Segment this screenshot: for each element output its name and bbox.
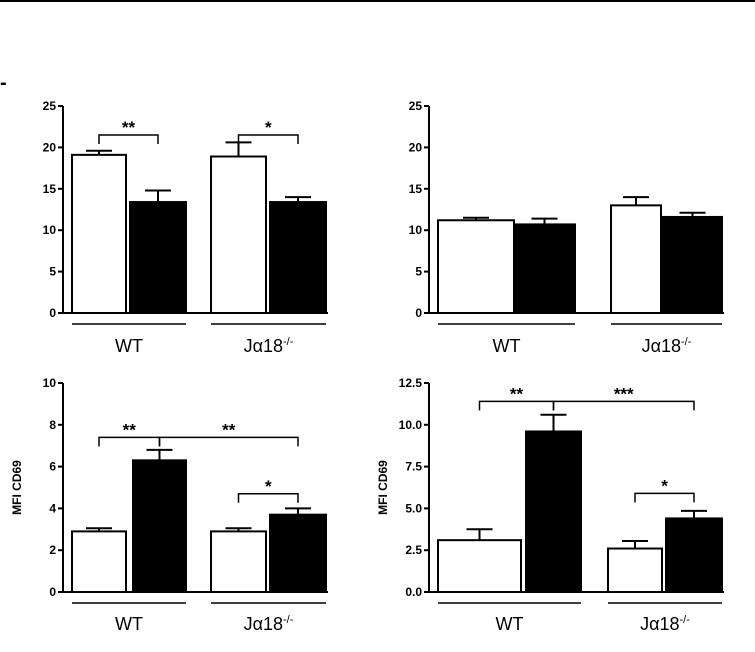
group-label-main: Jα18: [244, 614, 283, 634]
group-label-main: Jα18: [642, 336, 681, 356]
y-tick-label: 20: [43, 140, 57, 154]
group-label: Jα18-/-: [244, 614, 294, 634]
bar-control-1: [437, 539, 522, 594]
significance-bracket: [237, 493, 299, 503]
y-tick-label: 10: [43, 376, 57, 390]
y-tick-label: 12.5: [399, 376, 423, 390]
significance-label: **: [122, 118, 136, 137]
bar-treated-1: [513, 223, 576, 315]
y-tick-label: 10: [43, 223, 57, 237]
group-label: Jα18-/-: [642, 336, 692, 356]
bar-control-2: [607, 547, 663, 594]
group-label-superscript: -/-: [283, 336, 294, 348]
group-label-main: WT: [493, 336, 521, 356]
group-label-main: WT: [115, 614, 143, 634]
y-tick-label: 7.5: [405, 460, 422, 474]
y-tick-label: 2.5: [405, 543, 422, 557]
significance-label: **: [123, 420, 137, 439]
chart-2: 0 5 10 15 20 25 WT Jα18-/-: [409, 99, 724, 356]
group-label: WT: [115, 336, 143, 356]
bar-control-1: [71, 530, 127, 594]
y-tick-label: 5.0: [405, 501, 422, 515]
y-tick-label: 10: [409, 223, 423, 237]
significance-bracket: [98, 134, 159, 144]
significance-bracket: [158, 436, 299, 447]
bar-treated-2: [269, 201, 327, 315]
group-label: Jα18-/-: [244, 336, 294, 356]
bar-treated-1: [132, 459, 187, 593]
y-tick-label: 5: [415, 265, 422, 279]
y-tick-label: 0.0: [405, 585, 422, 599]
group-label-main: Jα18: [244, 336, 283, 356]
significance-label: **: [222, 420, 236, 439]
bar-control-1: [71, 153, 127, 314]
y-axis-label: MFI CD69: [10, 460, 24, 515]
group-label-superscript: -/-: [680, 614, 691, 626]
y-tick-label: 15: [409, 182, 423, 196]
y-tick-label: 25: [43, 99, 57, 113]
group-label-main: Jα18: [640, 614, 679, 634]
group-label: WT: [496, 614, 524, 634]
bar-treated-2: [665, 517, 723, 594]
y-tick-label: 0: [415, 306, 422, 320]
significance-bracket: [237, 134, 299, 144]
group-label: Jα18-/-: [640, 614, 690, 634]
significance-label: *: [265, 118, 272, 137]
bar-control-2: [210, 155, 267, 314]
y-tick-label: 0: [49, 585, 56, 599]
significance-label: ***: [614, 384, 634, 403]
panel-marker: -: [0, 72, 7, 94]
y-tick-label: 6: [49, 460, 56, 474]
group-label-superscript: -/-: [681, 336, 692, 348]
y-tick-label: 2: [49, 543, 56, 557]
significance-label: *: [265, 477, 272, 496]
y-tick-label: 25: [409, 99, 423, 113]
group-label: WT: [115, 614, 143, 634]
y-tick-label: 8: [49, 418, 56, 432]
bar-treated-1: [129, 201, 187, 315]
bar-treated-1: [525, 430, 582, 593]
significance-label: *: [661, 476, 668, 495]
y-tick-label: 4: [49, 501, 56, 515]
bar-treated-2: [662, 215, 723, 314]
y-axis-label: MFI CD69: [376, 460, 390, 515]
y-tick-label: 10.0: [399, 418, 423, 432]
significance-bracket: [634, 492, 695, 503]
y-tick-label: 20: [409, 140, 423, 154]
bar-treated-2: [269, 513, 327, 593]
group-label: WT: [493, 336, 521, 356]
group-label-superscript: -/-: [283, 614, 294, 626]
significance-label: **: [510, 384, 524, 403]
bar-control-2: [210, 530, 267, 594]
top-border-line: [0, 0, 755, 2]
group-label-main: WT: [496, 614, 524, 634]
bar-control-2: [610, 204, 662, 314]
y-tick-label: 5: [49, 265, 56, 279]
y-tick-label: 15: [43, 182, 57, 196]
y-tick-label: 0: [49, 306, 56, 320]
group-label-main: WT: [115, 336, 143, 356]
significance-bracket: [552, 400, 695, 411]
bar-control-1: [437, 219, 515, 315]
